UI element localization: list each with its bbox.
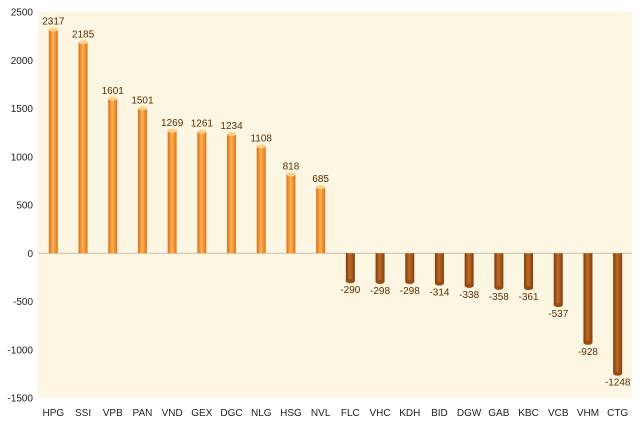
x-category-label: NVL <box>311 408 331 419</box>
bar-cap <box>48 27 58 32</box>
bar-vhc <box>375 253 385 283</box>
x-category-label: HPG <box>43 408 65 419</box>
x-category-label: GEX <box>191 408 212 419</box>
x-category-label: BID <box>431 408 448 419</box>
y-tick-label: 2500 <box>11 8 34 19</box>
y-tick-label: -500 <box>13 297 33 308</box>
data-label: -290 <box>340 285 360 296</box>
bar-nvl <box>316 187 326 254</box>
bar-vpb <box>108 98 118 254</box>
bar-cap <box>108 96 118 101</box>
bar-cap <box>405 280 415 285</box>
x-category-label: FLC <box>341 408 360 419</box>
bar-ctg <box>613 253 623 374</box>
bar-cap <box>286 172 296 177</box>
x-category-label: VHM <box>577 408 599 419</box>
bars-group <box>48 27 623 376</box>
bar-vnd <box>167 130 177 254</box>
bar-cap <box>167 128 177 133</box>
x-category-label: GAB <box>488 408 509 419</box>
bar-cap <box>78 40 88 45</box>
bar-cap <box>613 371 623 376</box>
y-axis-ticks: 2500 2000 1500 1000 500 0 -500 -1000 -1500 <box>7 8 33 405</box>
x-category-label: CTG <box>607 408 628 419</box>
y-tick-label: 2000 <box>11 56 34 67</box>
data-label: -1248 <box>605 378 631 389</box>
x-category-label: VCB <box>548 408 569 419</box>
bar-cap <box>524 286 534 291</box>
data-label: -537 <box>548 309 568 320</box>
bar-cap <box>197 129 207 134</box>
bar-ssi <box>78 42 88 254</box>
data-label: -298 <box>400 286 420 297</box>
data-label: -358 <box>489 292 509 303</box>
y-tick-label: 500 <box>16 201 33 212</box>
x-axis-labels: HPG SSI VPB PAN VND GEX DGC NLG HSG NVL FLC VHC KDH B… <box>43 408 629 419</box>
bar-cap <box>256 144 266 149</box>
bar-gab <box>494 253 504 288</box>
bar-nlg <box>256 146 266 254</box>
bar-cap <box>227 132 237 137</box>
data-label: -338 <box>459 290 479 301</box>
data-label: 1501 <box>131 95 154 106</box>
bar-kbc <box>524 253 534 289</box>
data-label: 1269 <box>161 118 184 129</box>
y-tick-label: 0 <box>27 249 33 260</box>
bar-cap <box>464 283 474 288</box>
y-tick-label: -1000 <box>7 345 33 356</box>
bar-flc <box>345 253 355 282</box>
x-category-label: SSI <box>75 408 91 419</box>
x-category-label: NLG <box>251 408 272 419</box>
data-label: 1108 <box>250 133 272 144</box>
bar-hpg <box>48 29 58 254</box>
bar-cap <box>583 340 593 345</box>
x-category-label: KBC <box>518 408 539 419</box>
bar-hsg <box>286 174 296 254</box>
x-category-label: DGW <box>457 408 482 419</box>
x-category-label: PAN <box>133 408 153 419</box>
y-tick-label: 1500 <box>11 104 34 115</box>
data-label: 1261 <box>191 119 214 130</box>
bar-bid <box>434 253 444 284</box>
bar-pan <box>137 108 147 254</box>
data-label: 2185 <box>72 29 95 40</box>
data-label: -314 <box>429 288 449 299</box>
data-label: -298 <box>370 286 390 297</box>
bar-cap <box>137 106 147 111</box>
y-tick-label: -1500 <box>7 394 33 405</box>
data-labels-group: 2317 2185 1601 1501 1269 1261 1234 1108 818 685 -2… <box>42 17 631 389</box>
x-category-label: VHC <box>369 408 390 419</box>
bar-cap <box>345 279 355 284</box>
data-label: -928 <box>578 347 598 358</box>
bar-cap <box>553 303 563 308</box>
data-label: 1234 <box>220 121 243 132</box>
x-category-label: HSG <box>280 408 302 419</box>
bar-cap <box>316 185 326 190</box>
bar-dgw <box>464 253 474 286</box>
bar-gex <box>197 131 207 254</box>
data-label: 685 <box>312 174 329 185</box>
x-category-label: VPB <box>103 408 123 419</box>
y-tick-label: 1000 <box>11 152 34 163</box>
bar-vcb <box>553 253 563 306</box>
bar-cap <box>375 280 385 285</box>
data-label: 2317 <box>42 17 65 28</box>
bar-dgc <box>227 134 237 254</box>
x-category-label: DGC <box>220 408 242 419</box>
bar-vhm <box>583 253 593 343</box>
x-category-label: VND <box>162 408 183 419</box>
bar-kdh <box>405 253 415 283</box>
data-label: -361 <box>519 292 539 303</box>
data-label: 818 <box>283 161 300 172</box>
bar-cap <box>494 285 504 290</box>
plot-area <box>38 12 632 398</box>
x-category-label: KDH <box>399 408 420 419</box>
bar-cap <box>434 281 444 286</box>
data-label: 1601 <box>102 86 125 97</box>
